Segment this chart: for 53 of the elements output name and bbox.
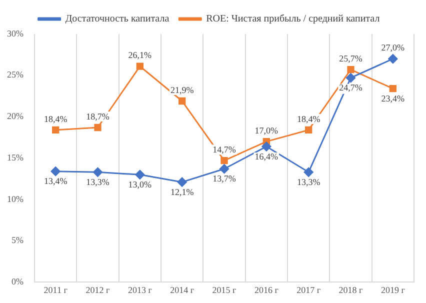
point <box>304 167 314 177</box>
data-label: 18,4% <box>44 114 68 124</box>
point <box>52 126 60 134</box>
y-tick-label: 5% <box>11 235 24 246</box>
x-tick-label: 2015 г <box>212 284 237 295</box>
data-label: 18,4% <box>296 114 321 124</box>
point <box>50 166 60 176</box>
point <box>177 177 187 187</box>
data-label: 24,7% <box>339 82 363 93</box>
y-tick-label: 10% <box>6 194 24 204</box>
data-label: 13,4% <box>44 176 68 186</box>
y-tick-label: 25% <box>6 70 24 80</box>
x-tick-label: 2011 г <box>44 284 68 295</box>
x-tick-label: 2014 г <box>170 284 194 295</box>
data-label: 17,0% <box>254 125 279 136</box>
x-tick-label: 2019 г <box>380 284 406 295</box>
point <box>135 170 145 180</box>
legend-label: ROE: Чистая прибыль / средний капитал <box>206 14 380 25</box>
data-label: 13,7% <box>212 174 236 184</box>
point <box>220 164 229 174</box>
point <box>94 124 102 132</box>
x-tick-label: 2012 г <box>86 284 110 295</box>
y-tick-label: 15% <box>6 152 24 162</box>
data-label: 18,7% <box>86 111 110 122</box>
x-tick-label: 2017 г <box>296 284 321 295</box>
point <box>220 157 228 164</box>
data-label: 12,1% <box>170 186 194 197</box>
data-label: 25,7% <box>339 53 363 64</box>
x-tick-label: 2018 г <box>338 284 364 295</box>
data-label: 27,0% <box>381 42 406 53</box>
data-label: 13,3% <box>296 177 321 188</box>
data-label: 23,4% <box>381 93 406 104</box>
data-label: 13,3% <box>86 177 110 188</box>
point <box>346 73 356 83</box>
legend-label: Достаточность капитала <box>65 14 170 25</box>
data-label: 13,0% <box>128 180 152 190</box>
data-label: 21,9% <box>170 84 194 95</box>
y-tick-label: 20% <box>6 111 24 122</box>
point <box>178 97 186 105</box>
data-label: 26,1% <box>128 50 152 60</box>
y-tick-label: 0% <box>11 276 24 287</box>
point <box>93 167 102 177</box>
x-tick-label: 2016 г <box>254 284 279 295</box>
point <box>262 142 272 152</box>
point <box>136 62 144 70</box>
data-label: 14,7% <box>212 144 236 154</box>
point <box>389 85 396 92</box>
x-tick-label: 2013 г <box>128 284 152 295</box>
y-tick-label: 30% <box>6 28 24 38</box>
point <box>388 54 398 64</box>
point <box>347 66 354 74</box>
data-label: 16,4% <box>254 151 279 162</box>
point <box>305 126 312 134</box>
